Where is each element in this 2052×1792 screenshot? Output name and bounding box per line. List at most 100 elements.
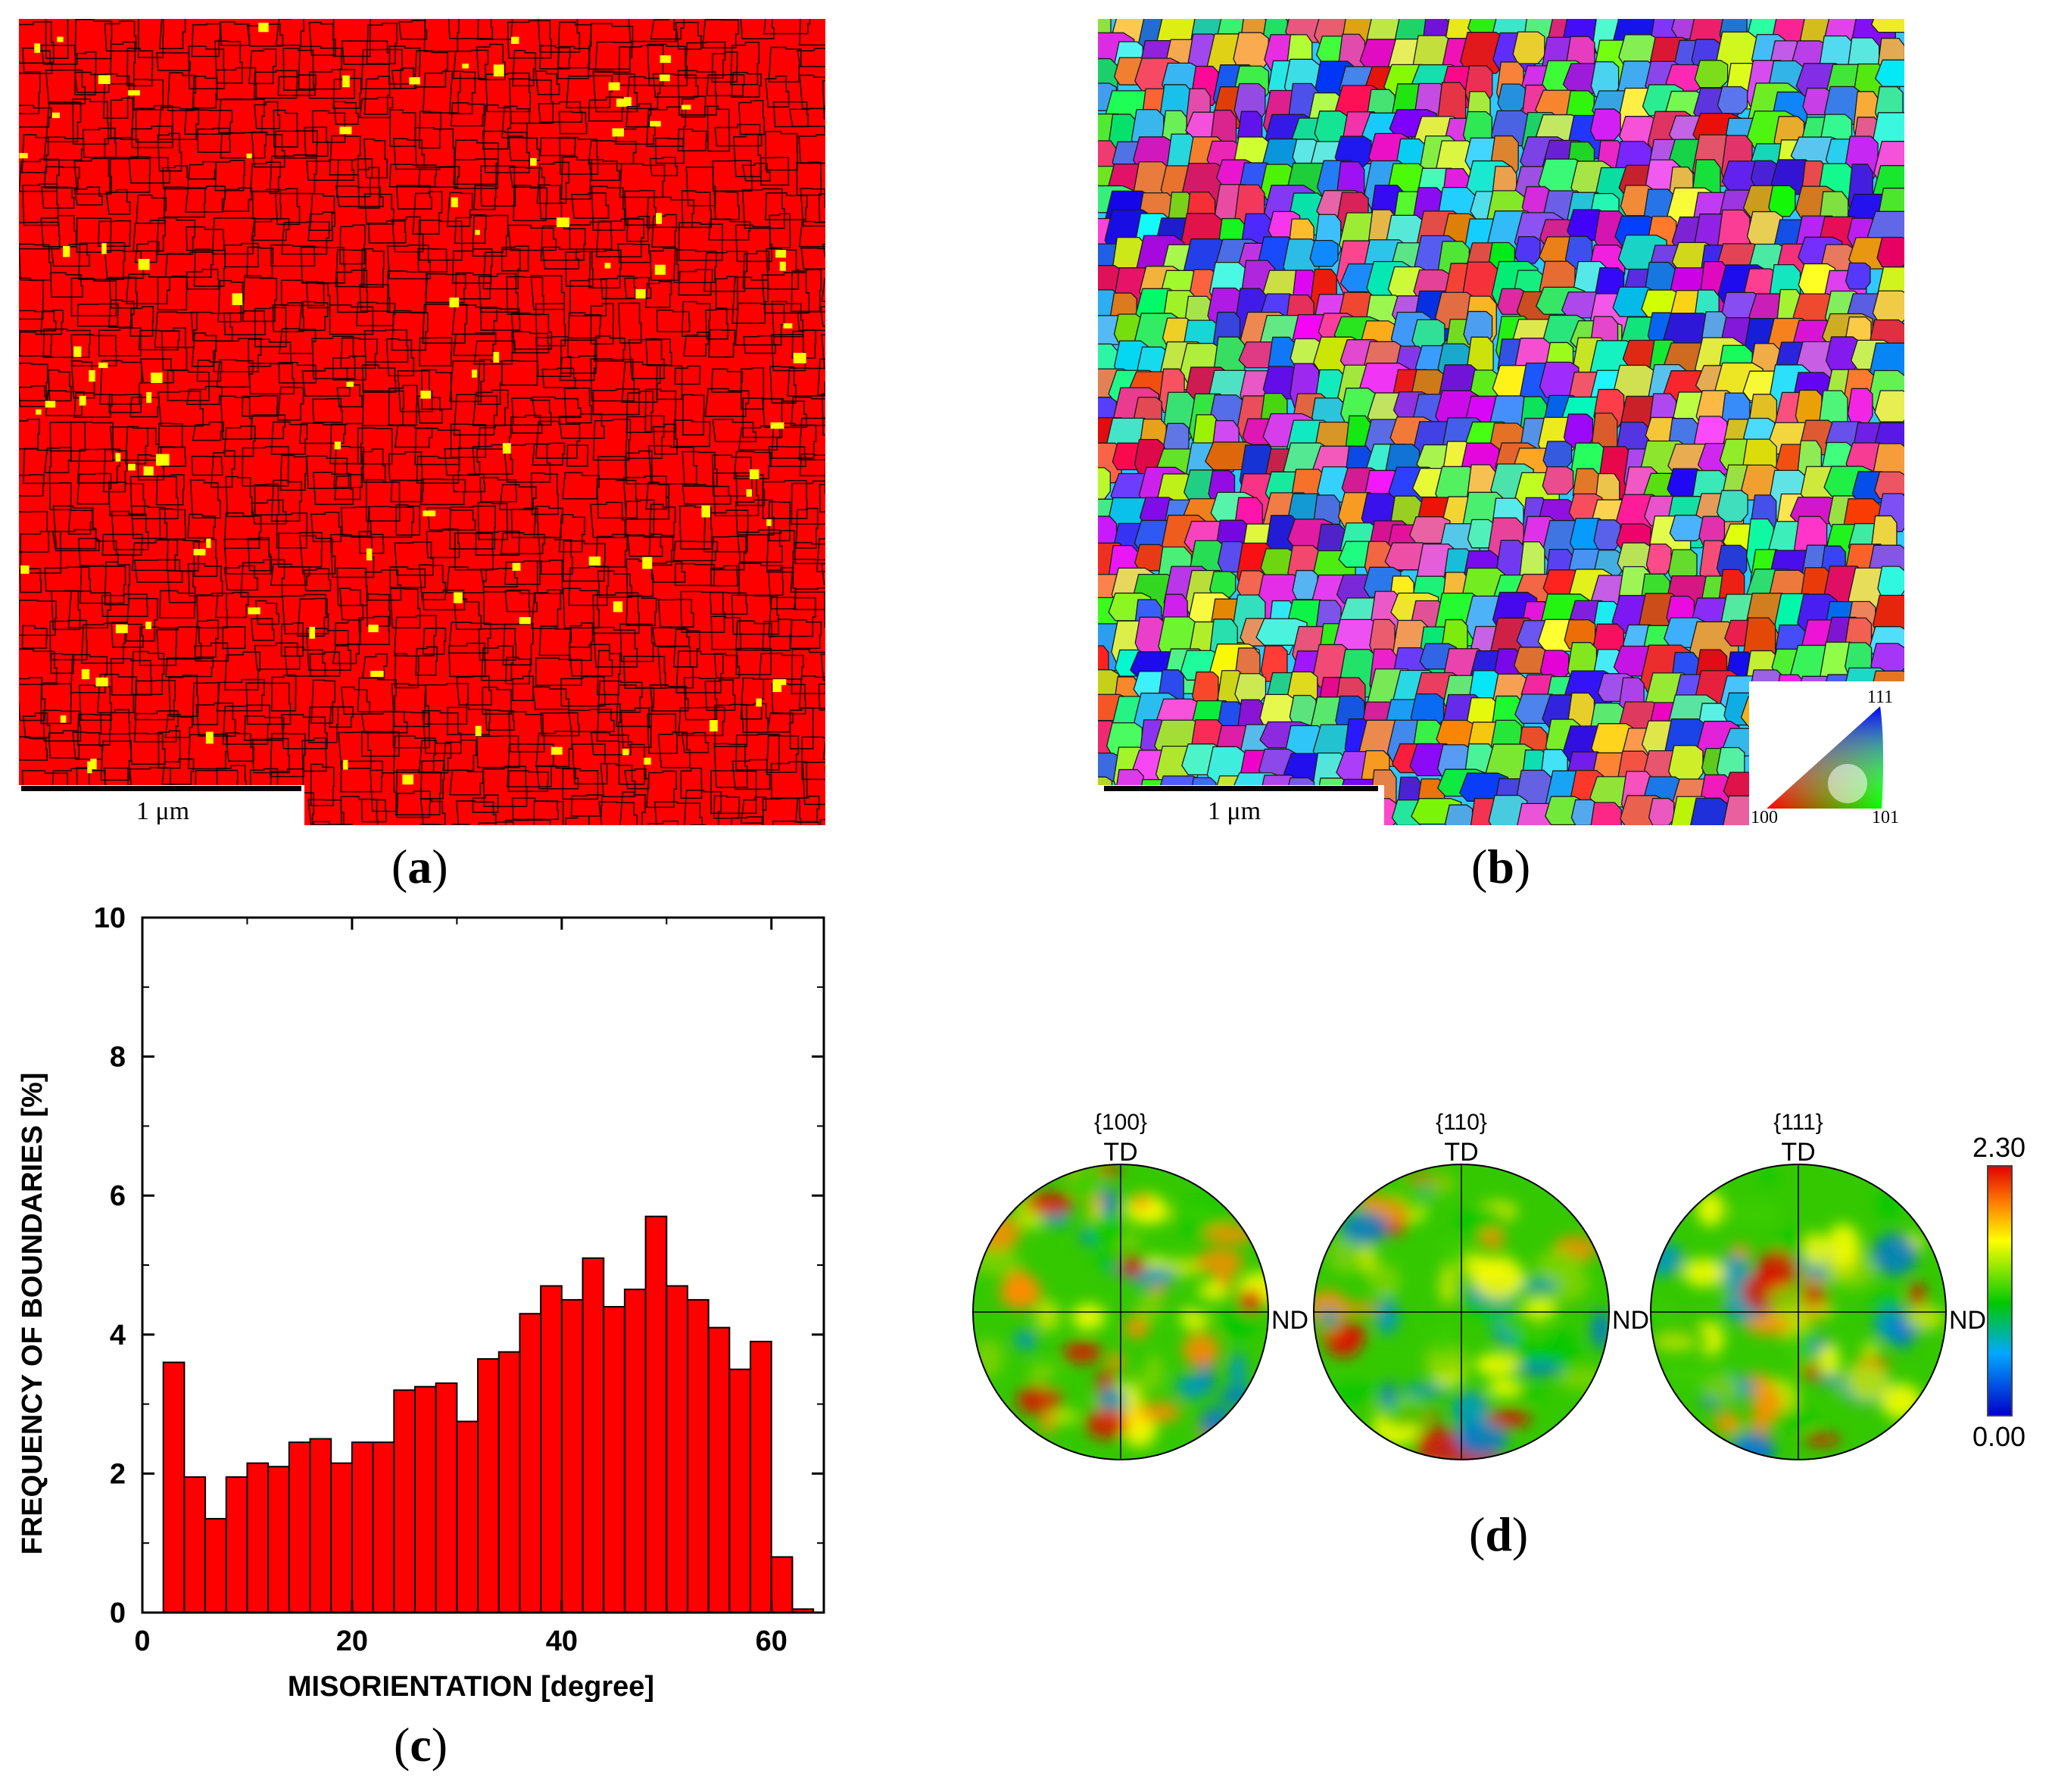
grain-boundary [482,248,521,290]
grain-boundary [333,445,364,488]
minor-phase-grain [681,104,691,110]
grain-boundary [155,474,185,506]
grain-boundary [681,301,711,337]
grain [1593,519,1621,550]
grain-boundary [507,136,541,161]
minor-phase-grain [449,298,460,307]
minor-phase-grain [650,120,661,127]
grain-boundary [223,310,266,335]
grain [1694,60,1729,89]
grain-boundary [104,20,137,52]
grain-boundary [392,711,430,749]
grain-boundary [771,422,817,460]
grain-boundary [388,164,438,188]
grain-boundary [535,335,572,377]
pole-figure-label: {111} [1773,1113,1823,1135]
grain-boundary [675,650,724,693]
grain-boundary [213,338,262,372]
minor-phase-grain [756,698,762,707]
minor-phase-grain [128,90,140,96]
minor-phase-grain [749,469,759,479]
grain-boundary [768,46,802,83]
minor-phase-grain [73,346,82,357]
grain-boundary [450,423,487,459]
grain-boundary [186,269,220,290]
grain-boundary [625,390,653,433]
grain-boundary [562,587,600,629]
grain-boundary [20,531,62,574]
minor-phase-grain [709,720,718,732]
grain-boundary [357,677,398,712]
minor-phase-grain [19,153,28,159]
grain-boundary [101,594,148,618]
grain-boundary [504,656,532,684]
grain-boundary [333,101,359,125]
grain-boundary [501,360,538,386]
grain [1876,236,1910,268]
grain-boundary [13,736,48,761]
histogram-bar [519,1313,542,1613]
grain-boundary [454,272,491,300]
grain-boundary [649,684,689,712]
grain-boundary [741,703,769,734]
grain-boundary [126,47,154,87]
minor-phase-grain [493,64,504,76]
grain-boundary [448,70,476,114]
grain-boundary [48,730,80,759]
grain-boundary [17,600,57,636]
grain-boundary [77,538,119,567]
grain-boundary [396,790,431,818]
grain-boundary [225,475,253,518]
grain [1542,466,1574,495]
grain-boundary [156,626,202,660]
grain-boundary [165,657,214,678]
ipf-color-key: 111 100 101 [1749,681,1904,827]
grain-boundary [274,188,301,226]
minor-phase-grain [143,466,154,475]
grain-boundary [192,538,218,578]
grain-boundary [362,390,404,426]
grain-boundary [594,335,625,362]
grain-boundary [254,70,298,99]
minor-phase-grain [346,382,354,387]
grain-boundary [216,678,265,712]
grain-boundary [366,23,398,64]
grain-boundary [272,302,304,332]
minor-phase-grain [502,443,511,454]
grain-boundary [451,101,485,127]
grain-boundary [163,186,206,218]
grain-boundary [735,647,772,675]
grain-boundary [541,367,576,388]
grain-boundary [391,310,429,351]
grain-boundary [588,158,620,182]
grain-boundary [560,676,606,707]
x-axis-label: MISORIENTATION [degree] [288,1671,654,1703]
grain-boundary [332,355,366,381]
grain [1233,32,1269,71]
grain-boundary [269,154,317,195]
grain-boundary [619,623,654,662]
grain-boundary [336,270,369,313]
grain-boundary [338,731,372,769]
grain-boundary [535,657,583,687]
grain-boundary [771,301,803,338]
histogram-bar [540,1285,563,1613]
grain-boundary [76,472,112,505]
histogram-bar [623,1289,647,1613]
grain-boundary [282,48,314,91]
grain-boundary [15,221,61,250]
grain-boundary [733,450,772,480]
histogram-bar [707,1326,731,1613]
pole-figure-td-label: TD [1781,1138,1815,1167]
grain-boundary [590,731,632,756]
grain-boundary [476,735,520,768]
grain-boundary [680,591,725,633]
grain-boundary [49,482,72,510]
grain-boundary [138,329,180,351]
grain-boundary [298,45,342,90]
grain-boundary [184,109,233,136]
grain-boundary [299,534,336,575]
grain-boundary [417,248,448,273]
grain-boundary [476,43,506,80]
histogram-bar [204,1518,227,1614]
